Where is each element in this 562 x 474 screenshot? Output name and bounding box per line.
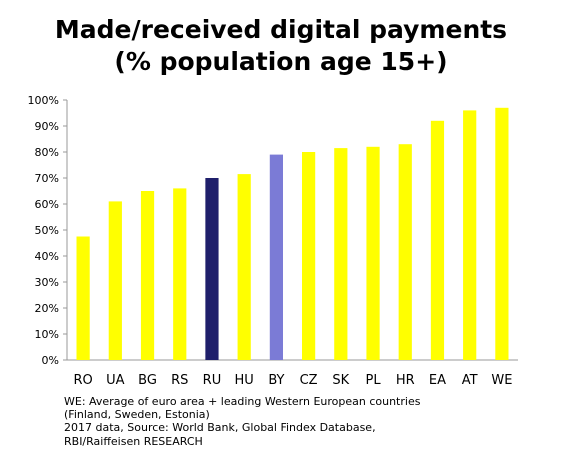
x-tick-label: BG — [138, 373, 157, 388]
bar-by — [269, 154, 283, 360]
bar-hu — [237, 174, 251, 360]
x-tick-label: EA — [429, 373, 446, 388]
x-tick-label: HR — [396, 373, 415, 388]
y-tick-label: 0% — [42, 354, 59, 367]
chart-title: Made/received digital payments (% popula… — [0, 14, 562, 78]
bar-rs — [173, 188, 187, 360]
bar-bg — [140, 191, 155, 360]
bar-ea — [430, 120, 445, 360]
x-tick-label: RS — [171, 373, 188, 388]
x-tick-label: BY — [268, 373, 284, 388]
x-tick-label: WE — [491, 373, 512, 388]
bar-ru — [205, 178, 219, 360]
chart-footnotes: WE: Average of euro area + leading Weste… — [64, 395, 420, 448]
bar-cz — [302, 152, 316, 360]
y-tick-label: 20% — [35, 302, 59, 315]
bar-hr — [398, 144, 412, 360]
y-tick-label: 80% — [35, 146, 59, 159]
x-tick-label: RO — [73, 373, 92, 388]
y-tick-label: 90% — [35, 120, 59, 133]
x-tick-label: PL — [365, 373, 381, 388]
bar-ua — [108, 201, 122, 360]
x-tick-label: HU — [235, 373, 254, 388]
x-tick-label: AT — [462, 373, 478, 388]
x-tick-label: CZ — [300, 373, 318, 388]
bar-at — [463, 110, 477, 361]
y-tick-label: 100% — [28, 94, 59, 107]
y-tick-label: 10% — [35, 328, 59, 341]
y-tick-label: 60% — [35, 198, 59, 211]
x-tick-label: SK — [332, 373, 349, 388]
footnote-line: WE: Average of euro area + leading Weste… — [64, 395, 421, 408]
bar-sk — [334, 148, 348, 360]
x-tick-label: RU — [203, 373, 222, 388]
chart-title-line-1: Made/received digital payments — [54, 15, 508, 44]
footnote-line: (Finland, Sweden, Estonia) — [64, 408, 210, 422]
chart-title-line-2: (% population age 15+) — [114, 47, 448, 76]
y-tick-label: 70% — [35, 172, 59, 185]
bar-we — [495, 107, 509, 360]
y-tick-label: 50% — [35, 224, 59, 237]
bar-pl — [366, 146, 380, 360]
footnote-line: RBI/Raiffeisen RESEARCH — [64, 434, 203, 448]
footnote-line: 2017 data, Source: World Bank, Global Fi… — [64, 421, 376, 435]
bar-ro — [76, 236, 90, 360]
y-tick-label: 30% — [35, 276, 59, 289]
y-tick-label: 40% — [35, 250, 59, 263]
x-tick-label: UA — [106, 373, 125, 388]
